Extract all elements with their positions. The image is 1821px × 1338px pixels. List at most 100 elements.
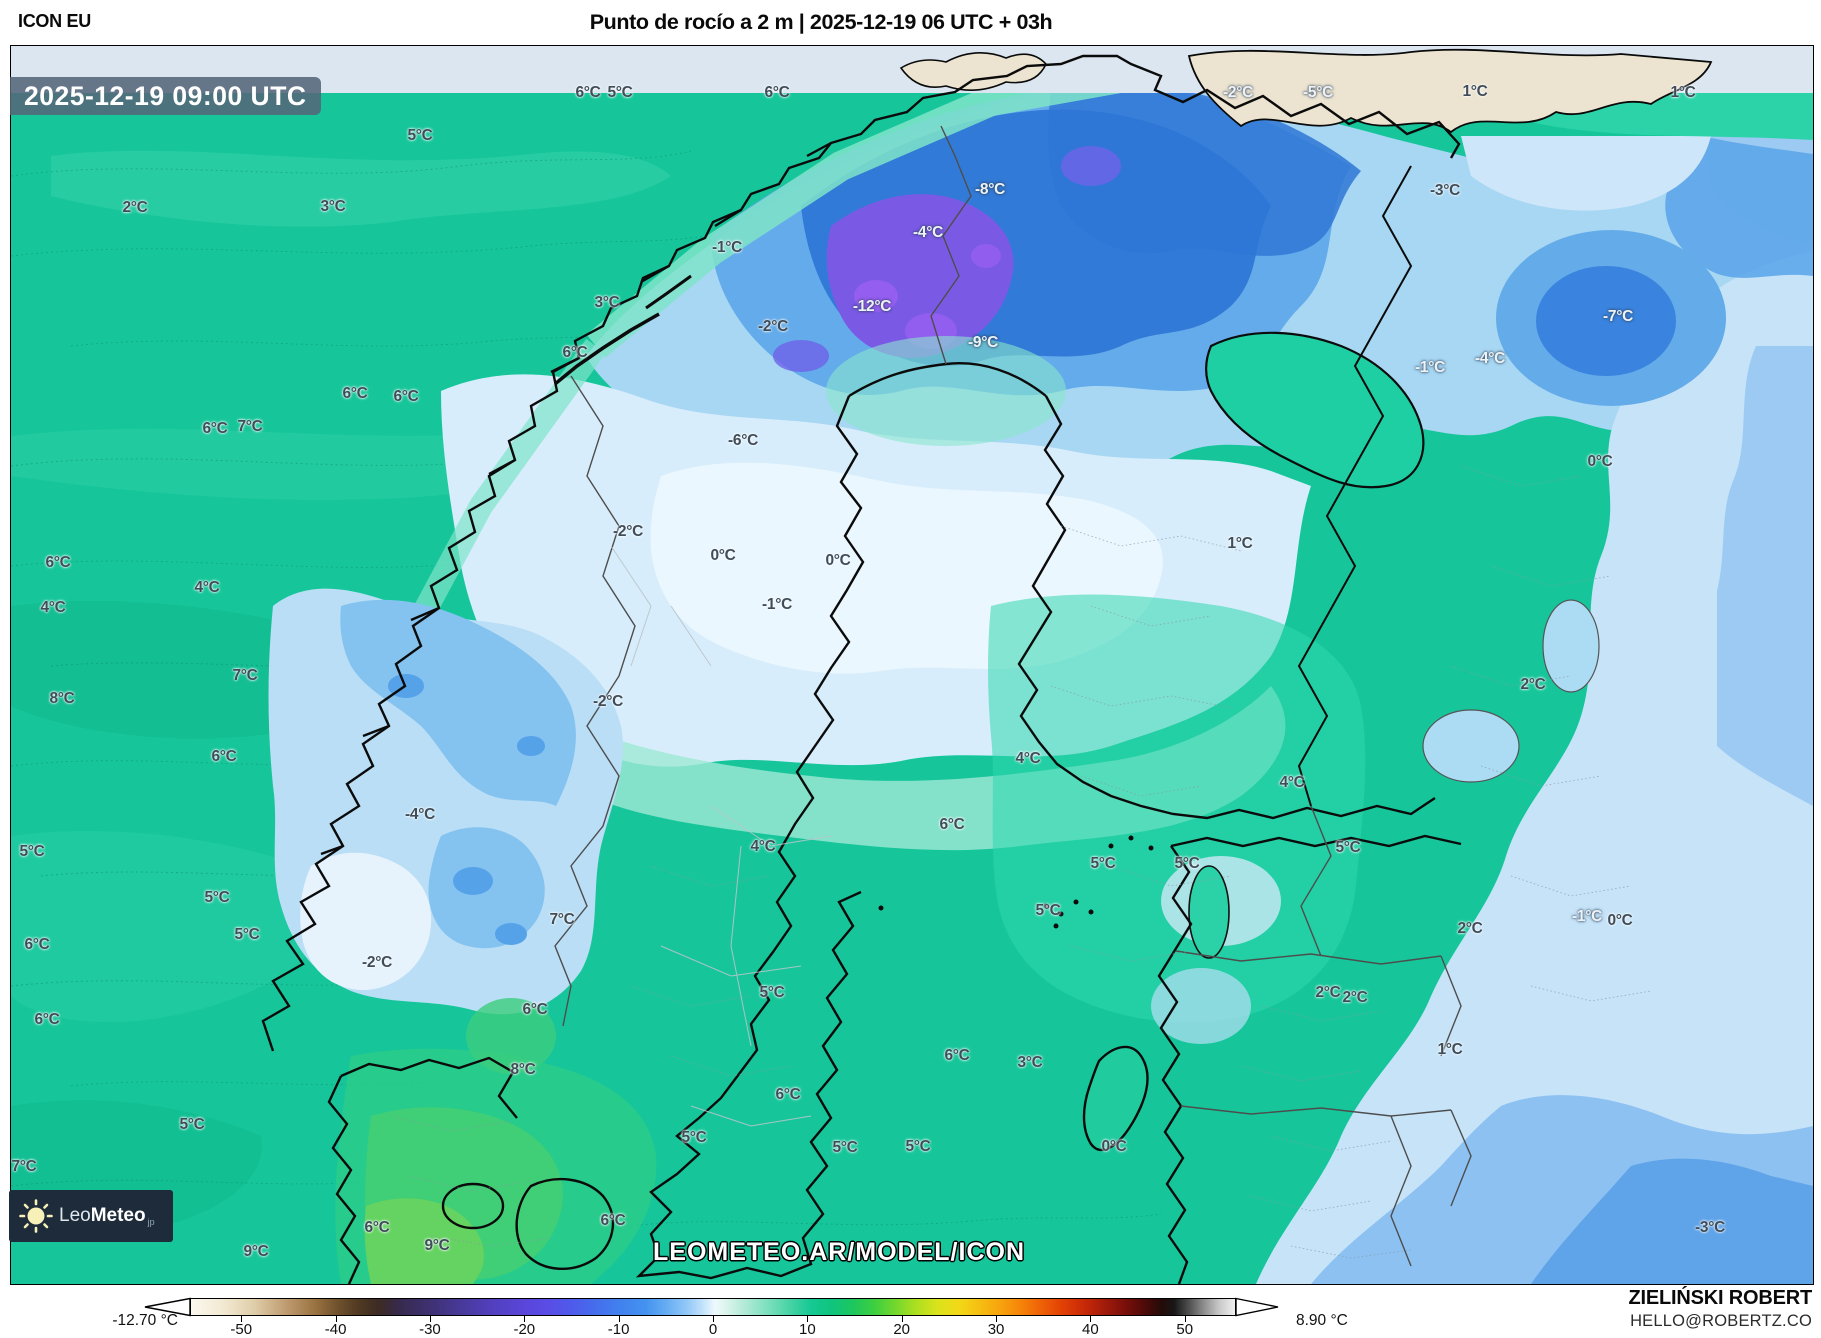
temp-label: 4°C bbox=[1015, 750, 1041, 767]
colorbar-tick-label: -40 bbox=[324, 1321, 347, 1338]
temp-label: 6°C bbox=[24, 936, 50, 953]
colorbar-tick bbox=[1184, 1316, 1186, 1322]
archipelago-islands bbox=[878, 835, 1154, 929]
temp-label: 0°C bbox=[825, 552, 851, 569]
colorbar-tick-label: -20 bbox=[513, 1321, 536, 1338]
lake bbox=[1422, 709, 1520, 783]
temp-label: 6°C bbox=[775, 1086, 801, 1103]
temp-label: 8°C bbox=[49, 690, 75, 707]
temp-label: 5°C bbox=[1035, 902, 1061, 919]
lake bbox=[1542, 599, 1600, 693]
temp-label: 5°C bbox=[407, 127, 433, 144]
colorbar-tick-label: 10 bbox=[799, 1321, 816, 1338]
colorbar-min-value: -12.70 °C bbox=[112, 1312, 178, 1329]
colorbar-tick-label: 40 bbox=[1082, 1321, 1099, 1338]
temp-label: 2°C bbox=[1342, 989, 1368, 1006]
temp-label: 4°C bbox=[1279, 774, 1305, 791]
temp-label: -2°C bbox=[593, 693, 623, 710]
temp-label: -9°C bbox=[968, 334, 998, 351]
temp-label: 7°C bbox=[549, 911, 575, 928]
temp-label: -4°C bbox=[1475, 350, 1505, 367]
temp-label: 6°C bbox=[342, 385, 368, 402]
temp-label: -1°C bbox=[712, 239, 742, 256]
temp-label: -6°C bbox=[728, 432, 758, 449]
page-title: Punto de rocío a 2 m | 2025-12-19 06 UTC… bbox=[589, 10, 1053, 34]
temp-label: 6°C bbox=[944, 1047, 970, 1064]
colorbar-tick bbox=[618, 1316, 620, 1322]
temp-label: -3°C bbox=[1430, 182, 1460, 199]
cold-region-east bbox=[1256, 251, 1813, 1284]
author-email: HELLO@ROBERTZ.CO bbox=[1630, 1312, 1812, 1330]
colorbar-tick bbox=[429, 1316, 431, 1322]
temp-label: -2°C bbox=[758, 318, 788, 335]
temp-label: 6°C bbox=[522, 1001, 548, 1018]
temp-label: -5°C bbox=[1303, 84, 1333, 101]
colorbar-max-value: 8.90 °C bbox=[1296, 1312, 1348, 1329]
temp-label: -4°C bbox=[913, 224, 943, 241]
municipal-borders bbox=[390, 465, 1652, 1259]
watermark: LEOMETEO.AR/MODEL/ICON bbox=[653, 1238, 1025, 1266]
colorbar-tick-label: -50 bbox=[230, 1321, 253, 1338]
temp-label: 2°C bbox=[122, 199, 148, 216]
logo-text: LeoMeteo jp bbox=[59, 1205, 155, 1227]
temp-label: 4°C bbox=[40, 599, 66, 616]
colorbar-tick bbox=[1090, 1316, 1092, 1322]
lake-peipus bbox=[1188, 865, 1230, 959]
temp-label: 0°C bbox=[710, 547, 736, 564]
colorbar-tick-label: 30 bbox=[987, 1321, 1005, 1338]
temp-label: 3°C bbox=[320, 198, 346, 215]
temp-label: -3°C bbox=[1695, 1219, 1725, 1236]
temp-label: 6°C bbox=[393, 388, 419, 405]
temp-label: 9°C bbox=[424, 1237, 450, 1254]
temp-label: 5°C bbox=[234, 926, 260, 943]
temp-label: 6°C bbox=[764, 84, 790, 101]
temp-label: 5°C bbox=[19, 843, 45, 860]
colorbar-tick-label: 50 bbox=[1176, 1321, 1194, 1338]
colorbar-tick-label: 0 bbox=[708, 1321, 718, 1338]
temp-label: -1°C bbox=[1415, 359, 1445, 376]
temp-label: 5°C bbox=[832, 1139, 858, 1156]
temp-label: 4°C bbox=[750, 838, 776, 855]
temp-label: 1°C bbox=[1670, 84, 1696, 101]
temp-label: 5°C bbox=[905, 1138, 931, 1155]
temp-label: 6°C bbox=[45, 554, 71, 571]
temp-label: 1°C bbox=[1437, 1041, 1463, 1058]
temp-label: 6°C bbox=[600, 1212, 626, 1229]
temp-label: -12°C bbox=[852, 298, 892, 315]
temp-label: -1°C bbox=[1572, 908, 1602, 925]
model-name: ICON EU bbox=[18, 11, 91, 31]
temp-label: -4°C bbox=[405, 806, 435, 823]
temp-label: 5°C bbox=[179, 1116, 205, 1133]
author-name: ZIELIŃSKI ROBERT bbox=[1628, 1287, 1813, 1309]
temp-label: 0°C bbox=[1587, 453, 1613, 470]
colorbar-tick bbox=[807, 1316, 809, 1322]
temp-label: 5°C bbox=[1090, 855, 1116, 872]
colorbar-tick bbox=[901, 1316, 903, 1322]
colorbar-tick bbox=[713, 1316, 714, 1322]
temp-label: 6°C bbox=[34, 1011, 60, 1028]
temp-label: -2°C bbox=[1223, 84, 1253, 101]
colorbar-arrows bbox=[144, 1297, 1279, 1317]
temp-label: 6°C bbox=[562, 344, 588, 361]
temp-label: 6°C bbox=[939, 816, 965, 833]
temp-label: 9°C bbox=[243, 1243, 269, 1260]
temp-label: 5°C bbox=[204, 889, 230, 906]
temp-label: 4°C bbox=[194, 579, 220, 596]
admin-borders bbox=[610, 545, 832, 1127]
temp-label: 2°C bbox=[1315, 984, 1341, 1001]
temp-label: 5°C bbox=[759, 984, 785, 1001]
temp-label: 6°C bbox=[364, 1219, 390, 1236]
temp-label: 6°C bbox=[202, 420, 228, 437]
temp-label: 8°C bbox=[510, 1061, 536, 1078]
coldest-core bbox=[826, 194, 1014, 358]
temp-label: 7°C bbox=[237, 418, 263, 435]
colorbar-tick-label: -30 bbox=[419, 1321, 441, 1338]
temp-label: -8°C bbox=[975, 181, 1005, 198]
colorbar-tick-label: -10 bbox=[607, 1321, 630, 1338]
temp-label: -2°C bbox=[362, 954, 392, 971]
colorbar-tick bbox=[524, 1316, 526, 1322]
leometeo-logo: LeoMeteo jp bbox=[9, 1190, 173, 1242]
temp-label: 5°C bbox=[681, 1129, 707, 1146]
temp-label: 2°C bbox=[1520, 676, 1546, 693]
